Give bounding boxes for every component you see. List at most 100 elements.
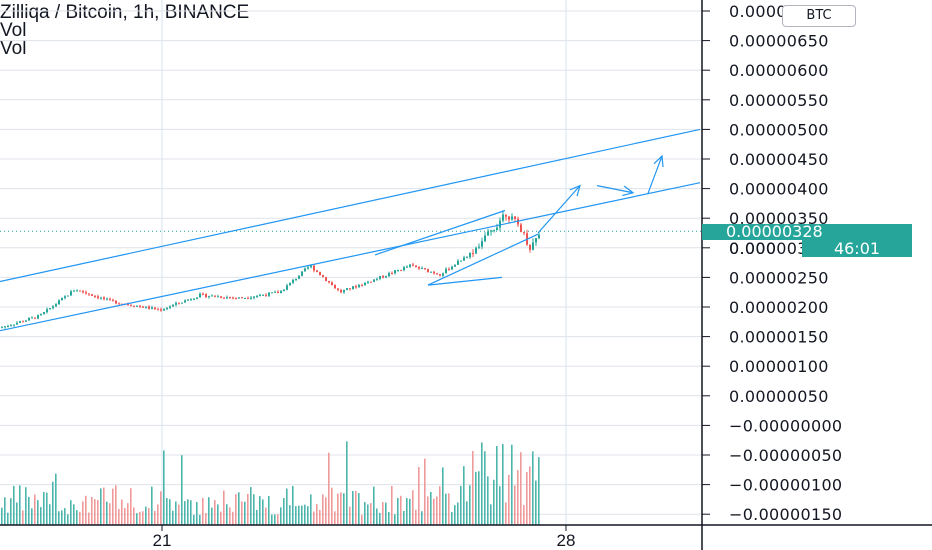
- volume-bar: [58, 511, 60, 525]
- candle-body: [16, 322, 18, 325]
- volume-bar: [376, 508, 378, 525]
- volume-bar: [100, 488, 102, 525]
- grid-lines: [0, 0, 702, 525]
- candle-body: [400, 270, 402, 272]
- volume-bar: [181, 455, 183, 525]
- volume-bar: [64, 508, 66, 525]
- support-extension: [427, 276, 503, 286]
- projection-1: [537, 185, 581, 234]
- volume-bar: [127, 503, 129, 525]
- volume-bar: [7, 512, 9, 525]
- candle-body: [271, 292, 273, 294]
- volume-bar: [481, 442, 483, 525]
- candle-body: [94, 295, 96, 297]
- candle-body: [148, 306, 150, 309]
- candle-body: [70, 291, 72, 296]
- projection-3: [647, 155, 663, 194]
- time-axis[interactable]: 21 28: [0, 524, 932, 550]
- volume-bar: [28, 496, 30, 525]
- volume-bar: [133, 507, 135, 525]
- candle-body: [67, 295, 69, 297]
- volume-bar: [223, 490, 225, 525]
- candle-body: [79, 290, 81, 292]
- volume-bar: [352, 491, 354, 525]
- price-axis-label: −0.00000150: [729, 505, 842, 524]
- volume-bar: [274, 514, 276, 525]
- volume-bar: [103, 487, 105, 525]
- channel-upper: [0, 128, 701, 283]
- volume-bar: [4, 497, 6, 525]
- symbol-title[interactable]: Zilliqa / Bitcoin, 1h, BINANCE: [0, 2, 250, 23]
- volume-bar: [340, 492, 342, 525]
- candle-body: [13, 324, 15, 326]
- volume-bar: [304, 504, 306, 525]
- volume-bar: [328, 452, 330, 525]
- price-axis[interactable]: 0.000007000.000006500.000006000.00000550…: [701, 0, 842, 550]
- candle-body: [214, 295, 216, 297]
- candle-body: [268, 292, 270, 296]
- volume-bar: [202, 497, 204, 525]
- candle-body: [178, 302, 180, 304]
- price-axis-label: 0.00000250: [729, 268, 829, 287]
- candle-body: [424, 268, 426, 270]
- candle-body: [436, 273, 438, 275]
- volume-bar: [172, 510, 174, 525]
- price-axis-label: −0.00000100: [729, 476, 842, 495]
- candle-body: [409, 264, 411, 267]
- volume-bar: [475, 471, 477, 525]
- volume-bar: [361, 514, 363, 525]
- price-axis-label: 0.00000600: [729, 61, 829, 80]
- volume-bar: [493, 479, 495, 525]
- volume-bar: [412, 490, 414, 525]
- volume-bar: [154, 510, 156, 525]
- candle-body: [397, 270, 399, 272]
- volume-bar: [445, 493, 447, 525]
- candle-body: [481, 241, 483, 247]
- drawing-tools-layer[interactable]: [0, 128, 701, 332]
- candle-body: [277, 291, 279, 294]
- volume-bar: [463, 466, 465, 525]
- volume-bar: [283, 498, 285, 525]
- candle-body: [319, 271, 321, 276]
- chart-legend: Zilliqa / Bitcoin, 1h, BINANCE Vol Vol: [0, 2, 250, 59]
- candle-body: [64, 296, 66, 298]
- volume-bar: [385, 502, 387, 525]
- price-axis-label: 0.00000050: [729, 387, 829, 406]
- candle-body: [310, 265, 312, 268]
- currency-badge[interactable]: BTC: [782, 5, 856, 27]
- price-axis-label: 0.00000550: [729, 91, 829, 110]
- volume-bar: [97, 500, 99, 525]
- volume-bar: [229, 507, 231, 525]
- candle-body: [130, 304, 132, 306]
- volume-bar: [118, 508, 120, 525]
- volume-bar: [76, 510, 78, 525]
- volume-study-label-2[interactable]: Vol: [0, 38, 27, 59]
- volume-bar: [160, 491, 162, 525]
- candle-body: [61, 297, 63, 301]
- candle-body: [466, 257, 468, 259]
- candle-body: [49, 308, 51, 310]
- candle-body: [445, 268, 447, 274]
- candle-body: [337, 288, 339, 290]
- candle-body: [109, 298, 111, 300]
- volume-bar: [247, 493, 249, 525]
- candle-body: [472, 253, 474, 255]
- candle-body: [73, 290, 75, 292]
- volume-bar: [271, 514, 273, 525]
- candle-body: [499, 220, 501, 228]
- candle-body: [181, 302, 183, 304]
- volume-bar: [238, 492, 240, 525]
- price-axis-label: −0.00000050: [729, 446, 842, 465]
- volume-bar: [187, 499, 189, 525]
- candle-body: [187, 299, 189, 301]
- volume-bar: [343, 493, 345, 525]
- candle-body: [448, 268, 450, 270]
- volume-study-label[interactable]: Vol: [0, 20, 27, 41]
- volume-bar: [373, 486, 375, 525]
- volume-bar: [94, 499, 96, 525]
- volume-bar: [346, 441, 348, 525]
- candle-body: [376, 278, 378, 280]
- volume-bar: [196, 502, 198, 525]
- volume-bar: [292, 485, 294, 525]
